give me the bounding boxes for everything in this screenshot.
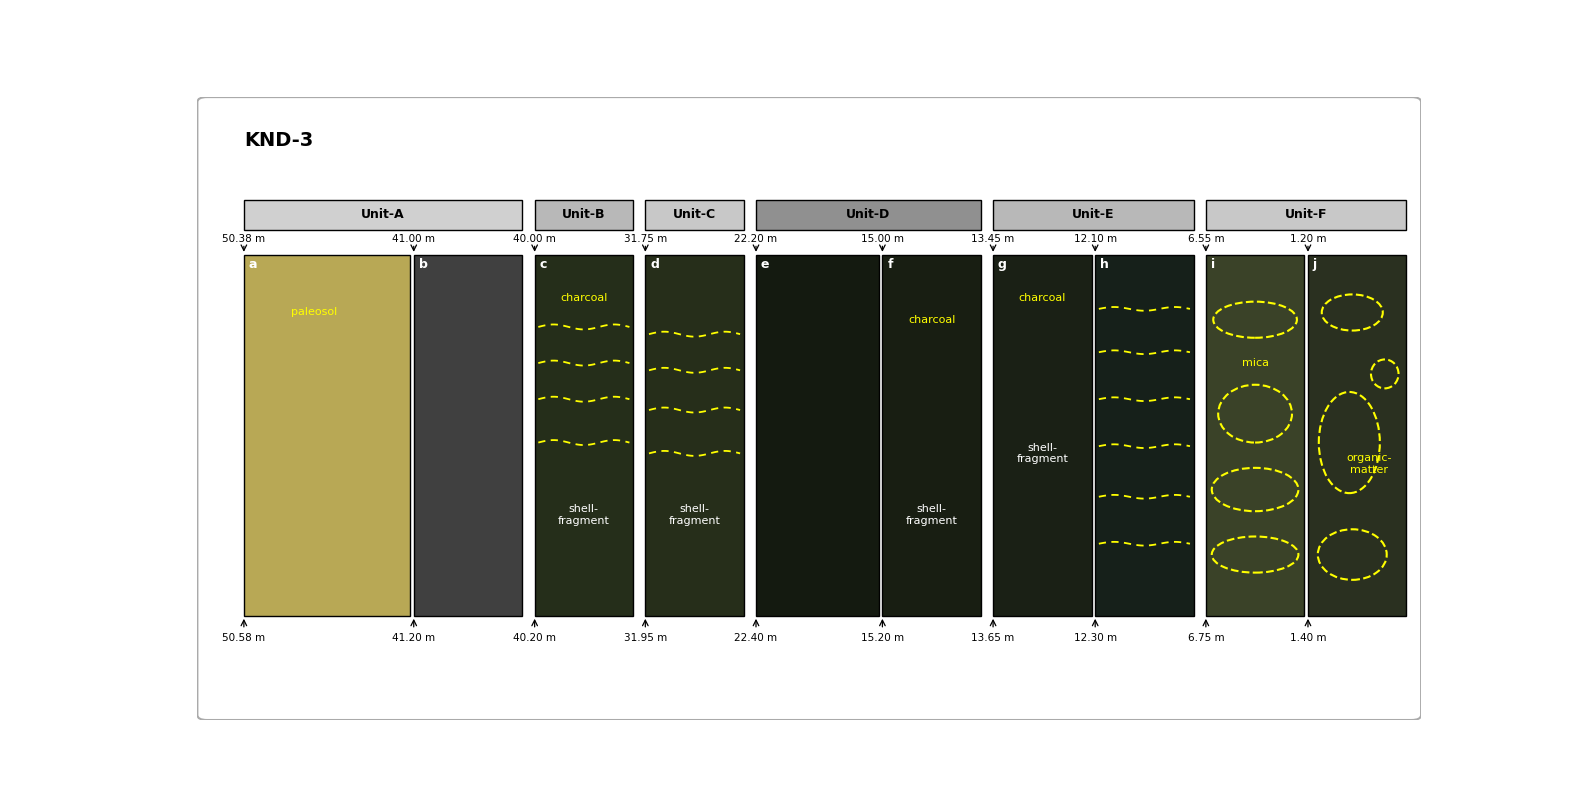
Bar <box>243 255 411 616</box>
Text: shell-
fragment: shell- fragment <box>668 504 720 526</box>
Bar <box>646 255 744 616</box>
Text: Unit-A: Unit-A <box>362 208 404 222</box>
Text: Unit-C: Unit-C <box>673 208 717 222</box>
Text: 6.55 m: 6.55 m <box>1187 234 1224 244</box>
Text: 6.75 m: 6.75 m <box>1187 633 1224 643</box>
Text: 1.20 m: 1.20 m <box>1290 234 1326 244</box>
Text: j: j <box>1312 258 1317 271</box>
Text: Unit-F: Unit-F <box>1285 208 1328 222</box>
Text: shell-
fragment: shell- fragment <box>906 504 957 526</box>
FancyBboxPatch shape <box>197 97 1421 720</box>
Text: 22.20 m: 22.20 m <box>734 234 777 244</box>
Bar <box>993 200 1194 230</box>
Bar <box>535 200 633 230</box>
Text: 31.75 m: 31.75 m <box>624 234 666 244</box>
Text: 12.10 m: 12.10 m <box>1074 234 1116 244</box>
Text: h: h <box>1101 258 1108 271</box>
Text: e: e <box>761 258 769 271</box>
Text: 13.45 m: 13.45 m <box>971 234 1015 244</box>
Bar <box>993 255 1091 616</box>
Text: 31.95 m: 31.95 m <box>624 633 666 643</box>
Text: f: f <box>887 258 892 271</box>
Bar <box>1206 255 1304 616</box>
Text: 50.58 m: 50.58 m <box>223 633 265 643</box>
Bar <box>1206 200 1407 230</box>
Text: organic-
matter: organic- matter <box>1347 453 1391 475</box>
Text: charcoal: charcoal <box>908 315 955 324</box>
Text: b: b <box>418 258 428 271</box>
Text: mica: mica <box>1241 358 1268 368</box>
Text: charcoal: charcoal <box>561 293 608 303</box>
Bar <box>646 200 744 230</box>
Text: g: g <box>998 258 1007 271</box>
Text: i: i <box>1211 258 1214 271</box>
Text: Unit-E: Unit-E <box>1072 208 1115 222</box>
Bar <box>414 255 523 616</box>
Bar <box>243 200 523 230</box>
Text: 12.30 m: 12.30 m <box>1074 633 1116 643</box>
Text: 41.00 m: 41.00 m <box>392 234 436 244</box>
Text: 50.38 m: 50.38 m <box>223 234 265 244</box>
Text: 40.20 m: 40.20 m <box>513 633 556 643</box>
Text: shell-
fragment: shell- fragment <box>1017 443 1069 464</box>
Text: Unit-B: Unit-B <box>562 208 606 222</box>
Text: 13.65 m: 13.65 m <box>971 633 1015 643</box>
Bar <box>1307 255 1407 616</box>
Text: KND-3: KND-3 <box>243 131 313 150</box>
Text: d: d <box>651 258 658 271</box>
Text: 15.00 m: 15.00 m <box>861 234 903 244</box>
Text: 1.40 m: 1.40 m <box>1290 633 1326 643</box>
Text: 15.20 m: 15.20 m <box>861 633 903 643</box>
Text: a: a <box>249 258 257 271</box>
Text: c: c <box>540 258 546 271</box>
Bar <box>1096 255 1194 616</box>
Bar <box>535 255 633 616</box>
Text: paleosol: paleosol <box>291 307 336 317</box>
Text: 22.40 m: 22.40 m <box>734 633 777 643</box>
Text: charcoal: charcoal <box>1018 293 1066 303</box>
Bar <box>756 255 880 616</box>
Text: Unit-D: Unit-D <box>846 208 891 222</box>
Text: shell-
fragment: shell- fragment <box>557 504 609 526</box>
Text: 41.20 m: 41.20 m <box>392 633 436 643</box>
Bar <box>756 200 981 230</box>
Text: 40.00 m: 40.00 m <box>513 234 556 244</box>
Bar <box>883 255 981 616</box>
